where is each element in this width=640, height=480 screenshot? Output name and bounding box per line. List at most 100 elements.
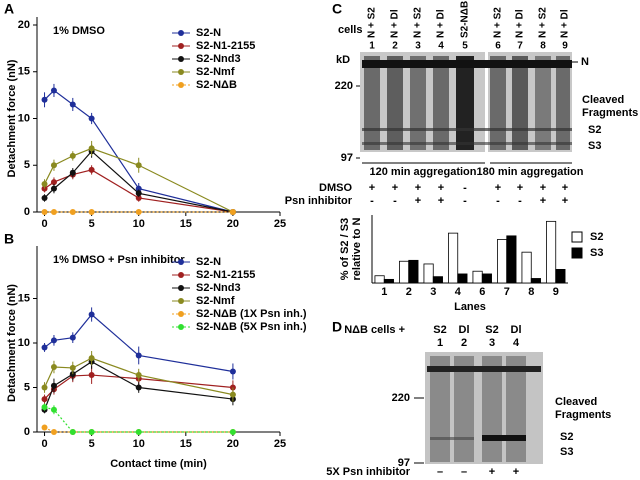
x-tick-label: 0	[41, 438, 47, 450]
treatment-value: +	[438, 195, 444, 207]
treatment-value: +	[369, 182, 375, 194]
x-tick-label: 20	[227, 438, 239, 450]
data-point	[50, 364, 57, 371]
lane-number: 2	[461, 337, 467, 349]
legend-marker	[178, 82, 184, 88]
y-axis-label: Detachment force (nN)	[6, 284, 18, 402]
data-point	[88, 166, 95, 173]
legend-label: S2-N	[196, 256, 221, 268]
data-point	[50, 87, 57, 94]
lane-label: Dl	[511, 324, 522, 336]
legend-label: S2-N1-2155	[196, 269, 255, 281]
unit-label: kD	[336, 54, 350, 66]
lane-number: 6	[495, 41, 501, 52]
legend-label: S2-Nnd3	[196, 282, 241, 294]
legend-marker	[178, 311, 184, 317]
data-point	[41, 209, 48, 215]
aggregation-label: 180 min aggregation	[477, 166, 584, 178]
data-point	[50, 179, 57, 186]
bar	[383, 278, 394, 284]
data-point	[88, 209, 95, 215]
data-point	[69, 101, 76, 108]
y-tick-label: 10	[18, 112, 30, 124]
lane-label: Dl	[459, 324, 470, 336]
lane-label: S2	[433, 324, 446, 336]
treatment-value: +	[438, 182, 444, 194]
legend-marker	[178, 43, 184, 49]
treatment-value: -	[463, 195, 467, 207]
s2-label: S2	[588, 124, 601, 136]
lane-number: 9	[562, 41, 568, 52]
data-point	[135, 372, 142, 379]
legend-label: S2-NΔB (1X Psn inh.)	[196, 308, 307, 320]
legend-label: S2-NΔB	[196, 79, 237, 91]
lane-label: N + Dl	[515, 9, 526, 38]
x-axis-label: Contact time (min)	[110, 458, 207, 470]
bar	[546, 220, 557, 284]
data-point	[88, 429, 95, 435]
treatment-value: -	[518, 195, 522, 207]
data-point	[50, 382, 57, 389]
treatment-value: +	[415, 182, 421, 194]
s3-label: S3	[588, 140, 601, 152]
bar	[399, 260, 410, 284]
data-point	[41, 424, 48, 431]
treatment-value: -	[463, 182, 467, 194]
treatment-value: –	[437, 466, 443, 478]
annotation: 1% DMSO	[53, 25, 105, 37]
data-point	[229, 368, 236, 375]
lane-label: N + Dl	[390, 9, 401, 38]
legend-label: S2-NΔB (5X Psn inh.)	[196, 321, 307, 333]
treatment-value: +	[540, 195, 546, 207]
cleaved-label: Fragments	[555, 409, 611, 421]
x-tick-label: 5	[89, 438, 95, 450]
x-tick-label: 6	[479, 286, 485, 298]
data-point	[69, 169, 76, 176]
x-tick-label: 8	[528, 286, 534, 298]
data-point	[229, 391, 236, 398]
data-point	[69, 364, 76, 371]
y-axis-label: relative to N	[351, 217, 363, 280]
x-tick-label: 2	[406, 286, 412, 298]
cleaved-label: Cleaved	[582, 94, 624, 106]
data-point	[41, 396, 48, 403]
y-tick-label: 0	[24, 426, 30, 438]
x-tick-label: 7	[504, 286, 510, 298]
lane-number: 4	[513, 337, 520, 349]
legend-label: S2-Nmf	[196, 66, 235, 78]
bar	[432, 276, 443, 284]
lane-number: 4	[438, 41, 444, 52]
data-point	[69, 152, 76, 159]
marker-label: 97	[398, 457, 410, 469]
treatment-value: +	[513, 466, 519, 478]
bar	[497, 239, 508, 284]
legend-marker	[178, 285, 184, 291]
treatment-value: -	[370, 195, 374, 207]
legend-swatch	[571, 247, 583, 259]
bar	[555, 268, 566, 284]
legend-marker	[178, 259, 184, 265]
lane-number: 7	[517, 41, 523, 52]
bar	[408, 259, 419, 284]
series-line	[43, 147, 234, 213]
treatment-value: +	[495, 182, 501, 194]
x-tick-label: 15	[180, 438, 192, 450]
lane-label: S2	[485, 324, 498, 336]
treatment-value: +	[517, 182, 523, 194]
s3-label: S3	[560, 446, 573, 458]
data-point	[88, 311, 95, 318]
y-tick-label: 5	[24, 381, 30, 393]
lane-number: 3	[415, 41, 421, 52]
bar	[521, 251, 532, 284]
x-tick-label: 0	[41, 218, 47, 230]
lane-number: 5	[462, 41, 468, 52]
x-tick-label: 5	[89, 218, 95, 230]
gel-image	[414, 352, 543, 464]
legend-label: S2-N	[196, 27, 221, 39]
treatment-label: DMSO	[319, 182, 352, 194]
panel-label: A	[4, 1, 14, 17]
data-point	[50, 209, 57, 215]
data-point	[135, 384, 142, 391]
x-tick-label: 25	[274, 438, 286, 450]
